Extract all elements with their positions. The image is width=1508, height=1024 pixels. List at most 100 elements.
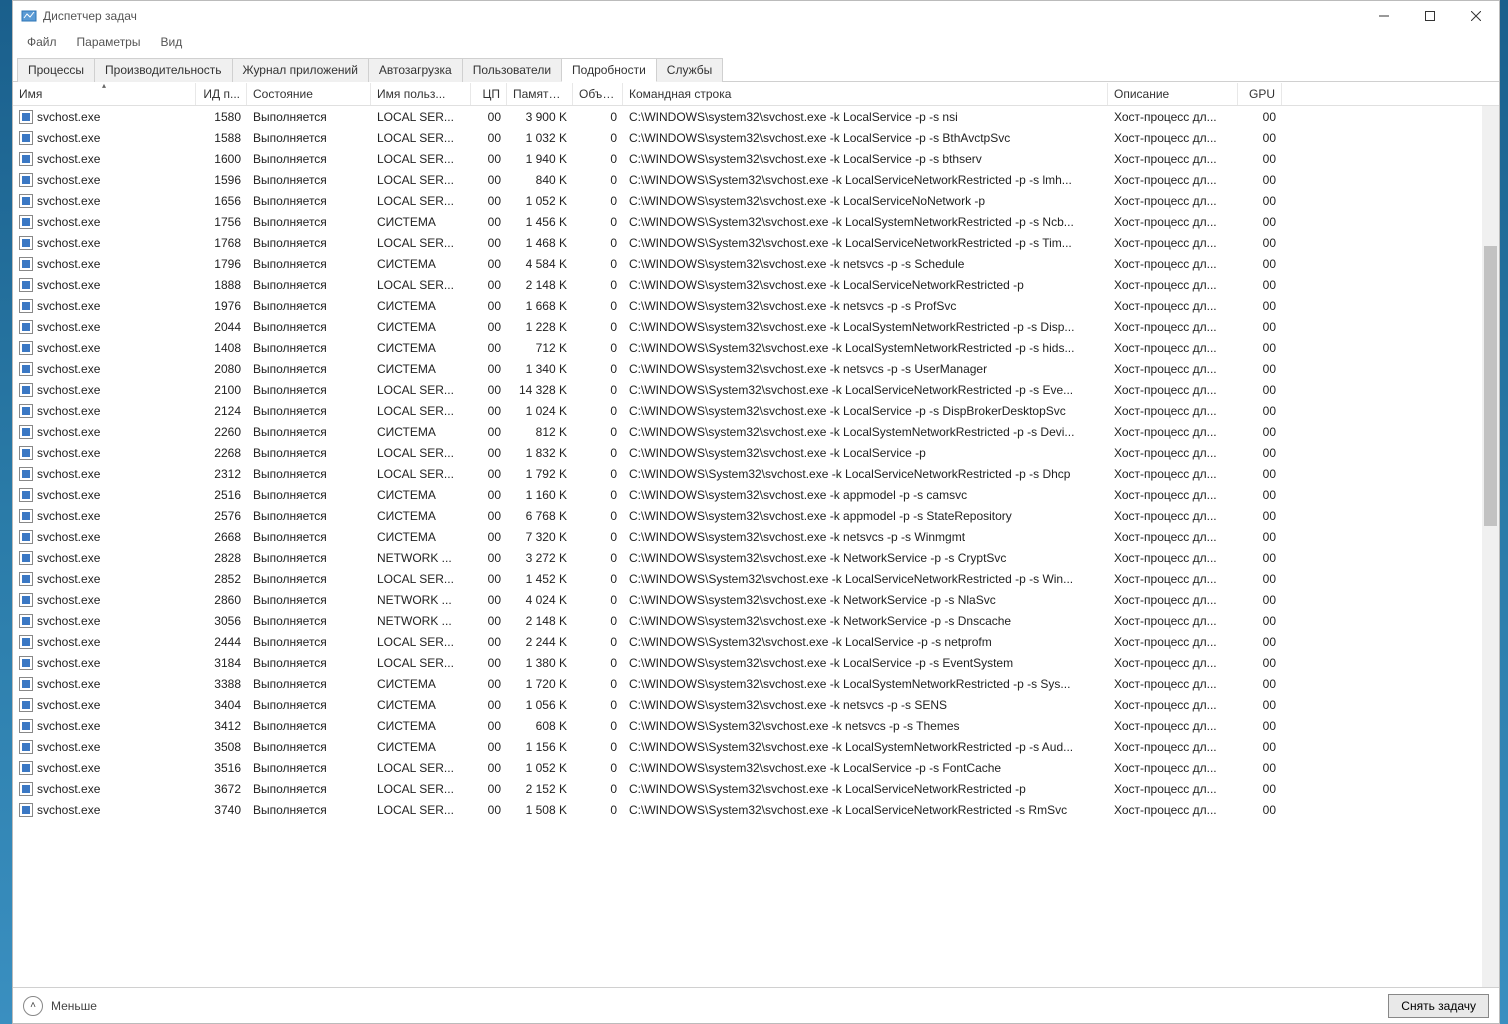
table-row[interactable]: svchost.exe2828ВыполняетсяNETWORK ...003…: [13, 547, 1499, 568]
cell-pid: 3412: [196, 717, 247, 735]
col-desc[interactable]: Описание: [1108, 83, 1238, 105]
table-row[interactable]: svchost.exe1596ВыполняетсяLOCAL SER...00…: [13, 169, 1499, 190]
col-state[interactable]: Состояние: [247, 83, 371, 105]
end-task-button[interactable]: Снять задачу: [1388, 994, 1489, 1018]
table-row[interactable]: svchost.exe2124ВыполняетсяLOCAL SER...00…: [13, 400, 1499, 421]
table-row[interactable]: svchost.exe1756ВыполняетсяСИСТЕМА001 456…: [13, 211, 1499, 232]
table-row[interactable]: svchost.exe2100ВыполняетсяLOCAL SER...00…: [13, 379, 1499, 400]
cell-mem: 2 152 K: [507, 780, 573, 798]
menu-view[interactable]: Вид: [150, 33, 192, 51]
table-row[interactable]: svchost.exe3404ВыполняетсяСИСТЕМА001 056…: [13, 694, 1499, 715]
cell-name: svchost.exe: [13, 171, 196, 189]
cell-mem: 1 940 K: [507, 150, 573, 168]
table-row[interactable]: svchost.exe2444ВыполняетсяLOCAL SER...00…: [13, 631, 1499, 652]
process-icon: [19, 572, 33, 586]
table-row[interactable]: svchost.exe3516ВыполняетсяLOCAL SER...00…: [13, 757, 1499, 778]
cell-desc: Хост-процесс дл...: [1108, 612, 1238, 630]
menu-file[interactable]: Файл: [17, 33, 67, 51]
minimize-button[interactable]: [1361, 1, 1407, 31]
cell-gpu: 00: [1238, 696, 1282, 714]
cell-name: svchost.exe: [13, 150, 196, 168]
tab-performance[interactable]: Производительность: [94, 58, 232, 82]
table-row[interactable]: svchost.exe1408ВыполняетсяСИСТЕМА00712 K…: [13, 337, 1499, 358]
table-row[interactable]: svchost.exe2044ВыполняетсяСИСТЕМА001 228…: [13, 316, 1499, 337]
cell-name: svchost.exe: [13, 654, 196, 672]
table-row[interactable]: svchost.exe1600ВыполняетсяLOCAL SER...00…: [13, 148, 1499, 169]
scrollbar-thumb[interactable]: [1484, 246, 1497, 526]
process-icon: [19, 530, 33, 544]
maximize-button[interactable]: [1407, 1, 1453, 31]
table-row[interactable]: svchost.exe1976ВыполняетсяСИСТЕМА001 668…: [13, 295, 1499, 316]
table-row[interactable]: svchost.exe2268ВыполняетсяLOCAL SER...00…: [13, 442, 1499, 463]
chevron-up-icon: ˄: [23, 996, 43, 1016]
table-row[interactable]: svchost.exe3740ВыполняетсяLOCAL SER...00…: [13, 799, 1499, 820]
tab-details[interactable]: Подробности: [561, 58, 657, 82]
cell-uac: 0: [573, 612, 623, 630]
close-button[interactable]: [1453, 1, 1499, 31]
table-row[interactable]: svchost.exe3672ВыполняетсяLOCAL SER...00…: [13, 778, 1499, 799]
tab-app-history[interactable]: Журнал приложений: [232, 58, 369, 82]
table-row[interactable]: svchost.exe1768ВыполняетсяLOCAL SER...00…: [13, 232, 1499, 253]
col-cpu[interactable]: ЦП: [471, 83, 507, 105]
cell-pid: 3516: [196, 759, 247, 777]
scrollbar[interactable]: [1482, 106, 1499, 987]
tab-users[interactable]: Пользователи: [462, 58, 562, 82]
process-icon: [19, 761, 33, 775]
cell-user: LOCAL SER...: [371, 780, 471, 798]
cell-mem: 1 032 K: [507, 129, 573, 147]
table-row[interactable]: svchost.exe3184ВыполняетсяLOCAL SER...00…: [13, 652, 1499, 673]
cell-state: Выполняется: [247, 129, 371, 147]
cell-uac: 0: [573, 549, 623, 567]
table-row[interactable]: svchost.exe2668ВыполняетсяСИСТЕМА007 320…: [13, 526, 1499, 547]
table-row[interactable]: svchost.exe2860ВыполняетсяNETWORK ...004…: [13, 589, 1499, 610]
table-row[interactable]: svchost.exe2852ВыполняетсяLOCAL SER...00…: [13, 568, 1499, 589]
cell-desc: Хост-процесс дл...: [1108, 402, 1238, 420]
col-pid[interactable]: ИД п...: [196, 83, 247, 105]
cell-pid: 2044: [196, 318, 247, 336]
cell-cpu: 00: [471, 213, 507, 231]
process-icon: [19, 677, 33, 691]
table-row[interactable]: svchost.exe2516ВыполняетсяСИСТЕМА001 160…: [13, 484, 1499, 505]
table-row[interactable]: svchost.exe1656ВыполняетсяLOCAL SER...00…: [13, 190, 1499, 211]
cell-uac: 0: [573, 255, 623, 273]
cell-cmd: C:\WINDOWS\system32\svchost.exe -k Local…: [623, 402, 1108, 420]
cell-gpu: 00: [1238, 297, 1282, 315]
table-row[interactable]: svchost.exe1580ВыполняетсяLOCAL SER...00…: [13, 106, 1499, 127]
col-gpu[interactable]: GPU: [1238, 83, 1282, 105]
process-icon: [19, 383, 33, 397]
table-row[interactable]: svchost.exe1796ВыполняетсяСИСТЕМА004 584…: [13, 253, 1499, 274]
cell-cpu: 00: [471, 423, 507, 441]
titlebar[interactable]: Диспетчер задач: [13, 1, 1499, 31]
cell-uac: 0: [573, 654, 623, 672]
menu-options[interactable]: Параметры: [67, 33, 151, 51]
cell-pid: 3056: [196, 612, 247, 630]
col-name[interactable]: Имя▴: [13, 83, 196, 105]
table-row[interactable]: svchost.exe3056ВыполняетсяNETWORK ...002…: [13, 610, 1499, 631]
table-row[interactable]: svchost.exe2576ВыполняетсяСИСТЕМА006 768…: [13, 505, 1499, 526]
table-row[interactable]: svchost.exe3412ВыполняетсяСИСТЕМА00608 K…: [13, 715, 1499, 736]
table-row[interactable]: svchost.exe1588ВыполняетсяLOCAL SER...00…: [13, 127, 1499, 148]
table-row[interactable]: svchost.exe3508ВыполняетсяСИСТЕМА001 156…: [13, 736, 1499, 757]
col-mem[interactable]: Память ...: [507, 83, 573, 105]
cell-user: СИСТЕМА: [371, 696, 471, 714]
cell-pid: 3740: [196, 801, 247, 819]
table-body[interactable]: svchost.exe1580ВыполняетсяLOCAL SER...00…: [13, 106, 1499, 987]
table-row[interactable]: svchost.exe2080ВыполняетсяСИСТЕМА001 340…: [13, 358, 1499, 379]
cell-state: Выполняется: [247, 192, 371, 210]
table-row[interactable]: svchost.exe2260ВыполняетсяСИСТЕМА00812 K…: [13, 421, 1499, 442]
tab-processes[interactable]: Процессы: [17, 58, 95, 82]
col-user[interactable]: Имя польз...: [371, 83, 471, 105]
col-cmd[interactable]: Командная строка: [623, 83, 1108, 105]
table-row[interactable]: svchost.exe1888ВыполняетсяLOCAL SER...00…: [13, 274, 1499, 295]
tab-startup[interactable]: Автозагрузка: [368, 58, 463, 82]
col-uac[interactable]: Объе...: [573, 83, 623, 105]
cell-user: СИСТЕМА: [371, 297, 471, 315]
table-row[interactable]: svchost.exe3388ВыполняетсяСИСТЕМА001 720…: [13, 673, 1499, 694]
tab-services[interactable]: Службы: [656, 58, 723, 82]
cell-gpu: 00: [1238, 675, 1282, 693]
cell-cmd: C:\WINDOWS\system32\svchost.exe -k Netwo…: [623, 591, 1108, 609]
cell-uac: 0: [573, 423, 623, 441]
process-icon: [19, 803, 33, 817]
table-row[interactable]: svchost.exe2312ВыполняетсяLOCAL SER...00…: [13, 463, 1499, 484]
fewer-details-button[interactable]: ˄ Меньше: [23, 996, 97, 1016]
